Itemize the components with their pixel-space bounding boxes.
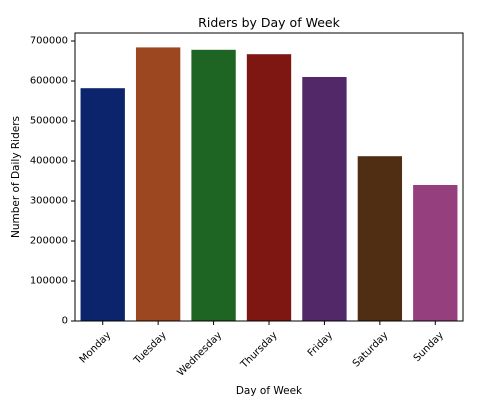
y-tick-label: 100000 <box>30 276 68 287</box>
bar-sunday <box>413 185 458 321</box>
x-axis-label: Day of Week <box>236 385 303 397</box>
chart-title: Riders by Day of Week <box>198 15 340 30</box>
bar-friday <box>302 77 347 321</box>
x-tick-label: Monday <box>78 330 114 366</box>
y-axis: 0 100000 200000 300000 400000 500000 600000 700… <box>30 36 75 327</box>
x-tick-label: Tuesday <box>132 330 169 367</box>
y-tick-label: 200000 <box>30 236 68 247</box>
bar-thursday <box>246 54 292 321</box>
x-tick-label: Thursday <box>238 330 279 371</box>
bar-tuesday <box>135 47 181 322</box>
bars-layer <box>80 47 458 322</box>
y-tick-label: 300000 <box>30 196 68 207</box>
x-tick-label: Friday <box>306 330 335 359</box>
y-tick-label: 700000 <box>30 36 68 47</box>
y-tick-label: 400000 <box>30 156 68 167</box>
x-tick-label: Sunday <box>412 330 446 364</box>
y-axis-label: Number of Daily Riders <box>10 116 22 238</box>
x-tick-label: Saturday <box>351 330 391 370</box>
x-tick-label: Wednesday <box>175 330 224 379</box>
bar-saturday <box>357 156 403 321</box>
y-tick-label: 600000 <box>30 76 68 87</box>
y-tick-label: 0 <box>62 316 68 327</box>
x-axis: Monday Tuesday Wednesday Thursday Friday Satu… <box>78 321 446 379</box>
bar-monday <box>80 88 125 321</box>
y-tick-label: 500000 <box>30 116 68 127</box>
bar-wednesday <box>191 49 236 322</box>
